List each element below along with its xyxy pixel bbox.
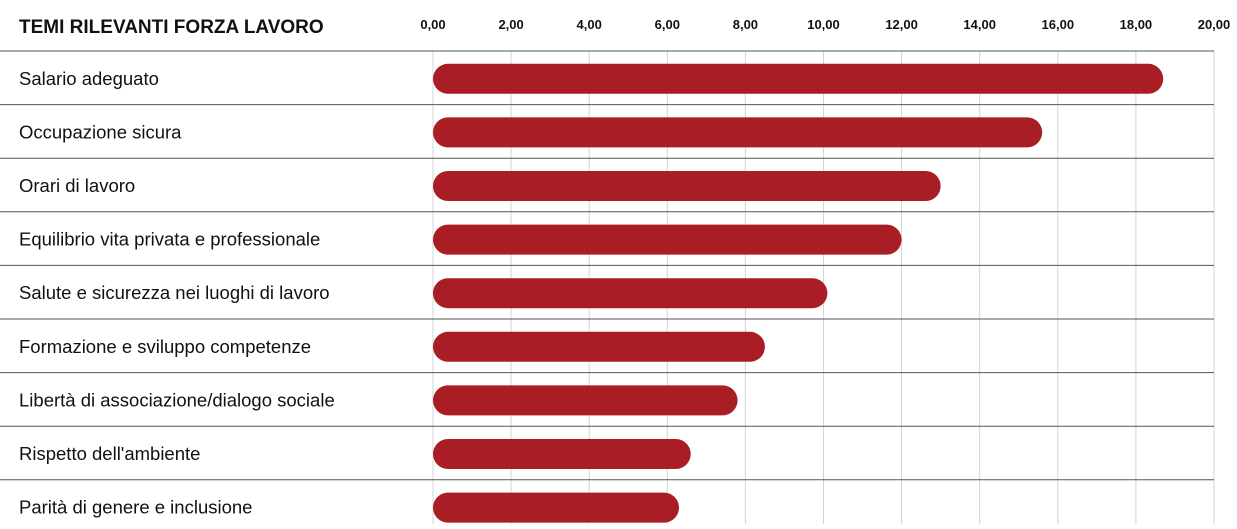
category-labels: Salario adeguato Occupazione sicura Orari …	[19, 68, 335, 518]
category-label: Libertà di associazione/dialogo sociale	[19, 389, 335, 410]
x-tick-label: 16,00	[1042, 17, 1075, 32]
bar	[433, 171, 941, 201]
category-label: Salute e sicurezza nei luoghi di lavoro	[19, 282, 330, 303]
category-label: Rispetto dell'ambiente	[19, 443, 200, 464]
category-label: Orari di lavoro	[19, 175, 135, 196]
bar	[433, 385, 738, 416]
x-tick-label: 10,00	[807, 17, 840, 32]
row-dividers	[0, 50, 1214, 481]
x-tick-label: 14,00	[963, 17, 996, 32]
category-label: Parità di genere e inclusione	[19, 497, 252, 518]
x-tick-label: 8,00	[733, 17, 758, 32]
x-tick-label: 20,00	[1198, 17, 1231, 32]
bar	[433, 278, 828, 309]
category-label: Salario adeguato	[19, 68, 159, 89]
bars	[433, 63, 1164, 523]
x-axis-ticks: 0,00 2,00 4,00 6,00 8,00 10,00 12,00 14,00 16,00…	[420, 17, 1230, 32]
category-label: Equilibrio vita privata e professionale	[19, 229, 320, 250]
x-tick-label: 12,00	[885, 17, 918, 32]
category-label: Occupazione sicura	[19, 121, 182, 142]
x-tick-label: 4,00	[577, 17, 602, 32]
x-tick-label: 2,00	[498, 17, 523, 32]
bar	[433, 331, 765, 362]
category-label: Formazione e sviluppo competenze	[19, 336, 311, 357]
bar	[433, 439, 691, 469]
x-tick-label: 18,00	[1120, 17, 1153, 32]
bar	[433, 492, 680, 523]
chart-title: TEMI RILEVANTI FORZA LAVORO	[19, 17, 324, 38]
bar	[433, 224, 902, 255]
x-tick-label: 0,00	[420, 17, 445, 32]
bar	[433, 117, 1043, 148]
bar	[433, 63, 1164, 94]
x-tick-label: 6,00	[655, 17, 680, 32]
